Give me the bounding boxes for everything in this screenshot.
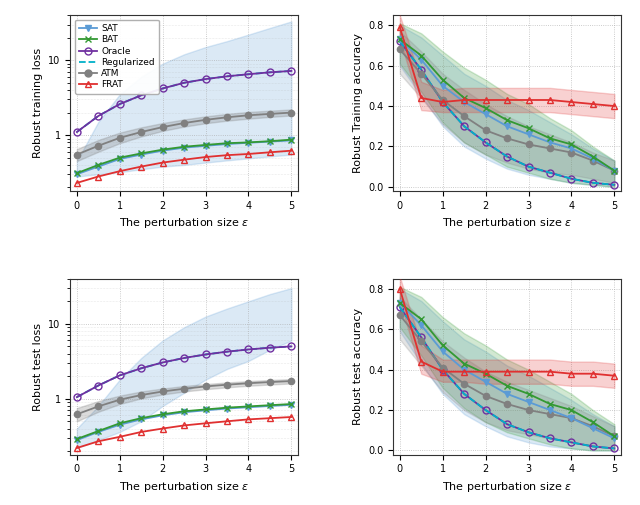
X-axis label: The perturbation size $\varepsilon$: The perturbation size $\varepsilon$ — [442, 216, 572, 230]
Y-axis label: Robust training loss: Robust training loss — [33, 48, 43, 158]
Y-axis label: Robust test accuracy: Robust test accuracy — [353, 308, 363, 425]
X-axis label: The perturbation size $\varepsilon$: The perturbation size $\varepsilon$ — [119, 216, 249, 230]
X-axis label: The perturbation size $\varepsilon$: The perturbation size $\varepsilon$ — [442, 480, 572, 494]
X-axis label: The perturbation size $\varepsilon$: The perturbation size $\varepsilon$ — [119, 480, 249, 494]
Legend: SAT, BAT, Oracle, Regularized, ATM, FRAT: SAT, BAT, Oracle, Regularized, ATM, FRAT — [75, 20, 159, 94]
Y-axis label: Robust Training accuracy: Robust Training accuracy — [353, 33, 363, 173]
Y-axis label: Robust test loss: Robust test loss — [33, 323, 43, 411]
